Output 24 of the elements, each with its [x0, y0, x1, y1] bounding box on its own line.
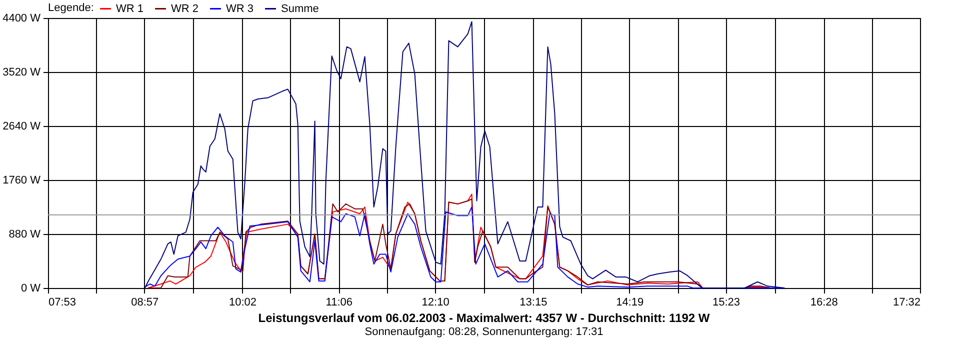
x-tick-label: 16:28 — [810, 296, 838, 308]
y-tick-label: 1760 W — [2, 174, 42, 186]
legend-label: WR 1 — [116, 2, 144, 15]
text: Sonnenaufgang: 08:28, Sonnenuntergang: 17:31 — [364, 326, 604, 338]
line-series — [144, 21, 786, 288]
legend-label: WR 2 — [171, 2, 198, 15]
x-tick-label: 15:23 — [712, 296, 740, 308]
x-tick-label: 08:57 — [131, 296, 159, 308]
x-tick-label: 14:19 — [616, 296, 644, 308]
legend-label: WR 3 — [226, 2, 254, 15]
y-tick-label: 3520 W — [2, 66, 42, 78]
y-tick-label: 0 W — [20, 282, 42, 294]
y-tick-label: 880 W — [8, 228, 42, 240]
y-tick-label: 2640 W — [2, 120, 42, 132]
y-tick-label: 4400 W — [2, 12, 42, 24]
x-tick-label: 07:53 — [48, 296, 76, 308]
legend-label: Summe — [281, 2, 319, 15]
x-tick-label: 17:32 — [892, 296, 920, 308]
x-tick-label: 11:06 — [326, 296, 353, 308]
x-tick-label: 13:15 — [520, 296, 548, 308]
legend-title: Legende: — [48, 2, 94, 14]
x-tick-label: 12:10 — [422, 296, 450, 308]
text: Leistungsverlauf vom 06.02.2003 - Maximalwert: 4357 W - Durchschnitt: 1192 W — [258, 311, 710, 325]
x-tick-label: 10:02 — [229, 296, 257, 308]
